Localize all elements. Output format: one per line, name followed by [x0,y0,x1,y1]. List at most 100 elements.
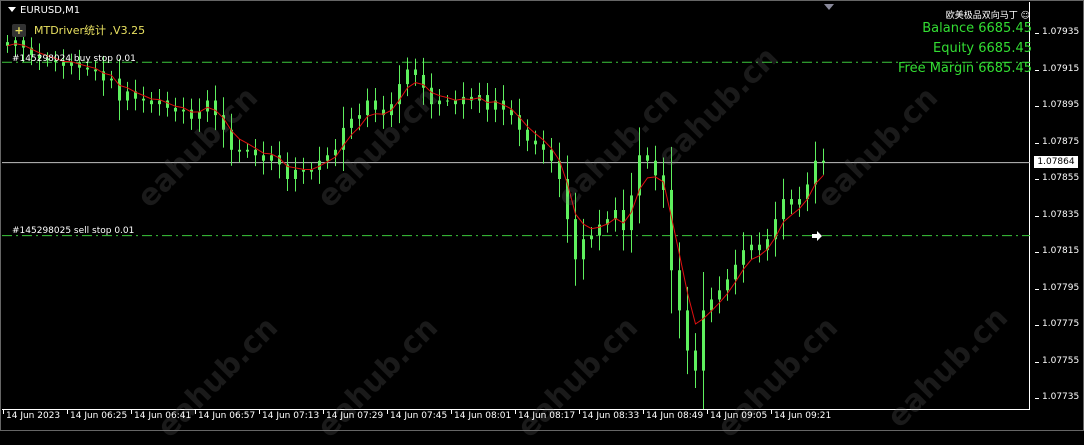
candle-body [46,58,49,61]
candle-body [742,250,745,265]
candle-body [822,160,825,163]
time-tick-label: 14 Jun 08:01 [450,409,512,421]
candle-body [566,179,569,220]
candle-body [166,100,169,108]
price-tick-label: 1.07915 [1034,63,1080,74]
candle-body [454,100,457,105]
price-chart[interactable] [2,2,1030,410]
candle-body [294,169,297,179]
equity-label: Equity 6685.45 [933,41,1032,56]
smiley-icon: ☺ [1020,11,1030,21]
candle-body [238,149,241,152]
candle-body [94,69,97,72]
candle-body [270,155,273,161]
candle-body [102,71,105,81]
expand-plus-button[interactable]: + [12,24,26,37]
free-margin-label: Free Margin 6685.45 [897,61,1032,76]
candle-body [358,115,361,119]
candle-body [326,155,329,161]
candle-body [766,239,769,251]
candle-body [398,84,401,105]
chart-shift-marker[interactable] [824,4,834,10]
time-tick-label: 14 Jun 08:49 [642,409,704,421]
candle-body [510,109,513,116]
candle-body [710,299,713,311]
candle-body [38,54,41,59]
candle-body [134,91,137,99]
candle-body [62,62,65,66]
dropdown-triangle-icon [8,7,16,12]
strategy-label: 欧美极品双向马丁 ☺ [946,8,1030,21]
candle-body [286,164,289,179]
candle-body [702,310,705,371]
candle-body [606,219,609,225]
candle-body [750,244,753,251]
candle-body [182,109,185,112]
candle-body [334,149,337,156]
candle-body [142,98,145,101]
time-tick-label: 14 Jun 08:17 [514,409,576,421]
candle-body [54,60,57,63]
candle-body [678,270,681,311]
candle-body [222,115,225,130]
price-tick-label: 1.07875 [1034,136,1080,147]
price-tick-label: 1.07815 [1034,246,1080,256]
candle-body [430,87,433,105]
candle-body [110,78,113,81]
time-tick-label: 14 Jun 06:41 [130,409,192,421]
candle-body [230,129,233,150]
candle-body [534,140,537,145]
candle-body [254,149,257,156]
symbol-title[interactable]: EURUSD,M1 [8,5,80,16]
buy-stop-order-label[interactable]: #145298024 buy stop 0.01 [12,54,136,64]
candle-body [574,219,577,260]
candle-body [590,235,593,240]
candle-body [190,109,193,119]
candle-body [494,100,497,110]
candle-body [198,111,201,119]
candle-body [246,149,249,152]
candle-body [422,74,425,88]
candle-body [150,100,153,105]
candle-body [542,144,545,150]
candle-body [366,100,369,116]
candle-body [734,264,737,280]
candle-body [694,350,697,371]
candle-body [14,40,17,46]
candle-body [646,155,649,161]
time-tick-label: 14 Jun 08:33 [578,409,640,421]
candle-body [758,244,761,251]
cursor-arrow-icon [812,231,822,241]
candle-body [70,62,73,66]
candle-body [382,109,385,116]
candle-body [814,160,817,185]
candle-body [310,169,313,172]
candle-body [718,290,721,300]
current-price-label: 1.07864 [1034,156,1078,168]
candle-body [414,69,417,75]
candle-body [654,160,657,176]
time-tick-label: 14 Jun 07:29 [322,409,384,421]
ea-name: MTDriver统计 ,V3.25 [34,24,146,37]
candle-body [126,91,129,101]
candle-body [214,100,217,116]
candle-body [774,219,777,240]
candle-body [78,62,81,68]
chart-plot-area[interactable] [2,2,1030,410]
price-tick-label: 1.07935 [1034,27,1080,37]
balance-label: Balance 6685.45 [922,21,1032,36]
sell-stop-order-label[interactable]: #145298025 sell stop 0.01 [12,226,135,236]
candle-body [622,210,625,231]
price-tick-label: 1.07895 [1034,100,1080,110]
price-tick-label: 1.07735 [1034,392,1080,402]
candle-body [798,199,801,205]
candle-body [446,100,449,102]
candle-body [86,67,89,70]
time-tick-label: 14 Jun 07:13 [258,409,320,421]
candle-body [406,69,409,85]
candle-body [438,100,441,105]
symbol-label: EURUSD,M1 [20,5,81,16]
candle-body [726,279,729,291]
candle-body [302,169,305,172]
price-tick-label: 1.07855 [1034,173,1080,183]
